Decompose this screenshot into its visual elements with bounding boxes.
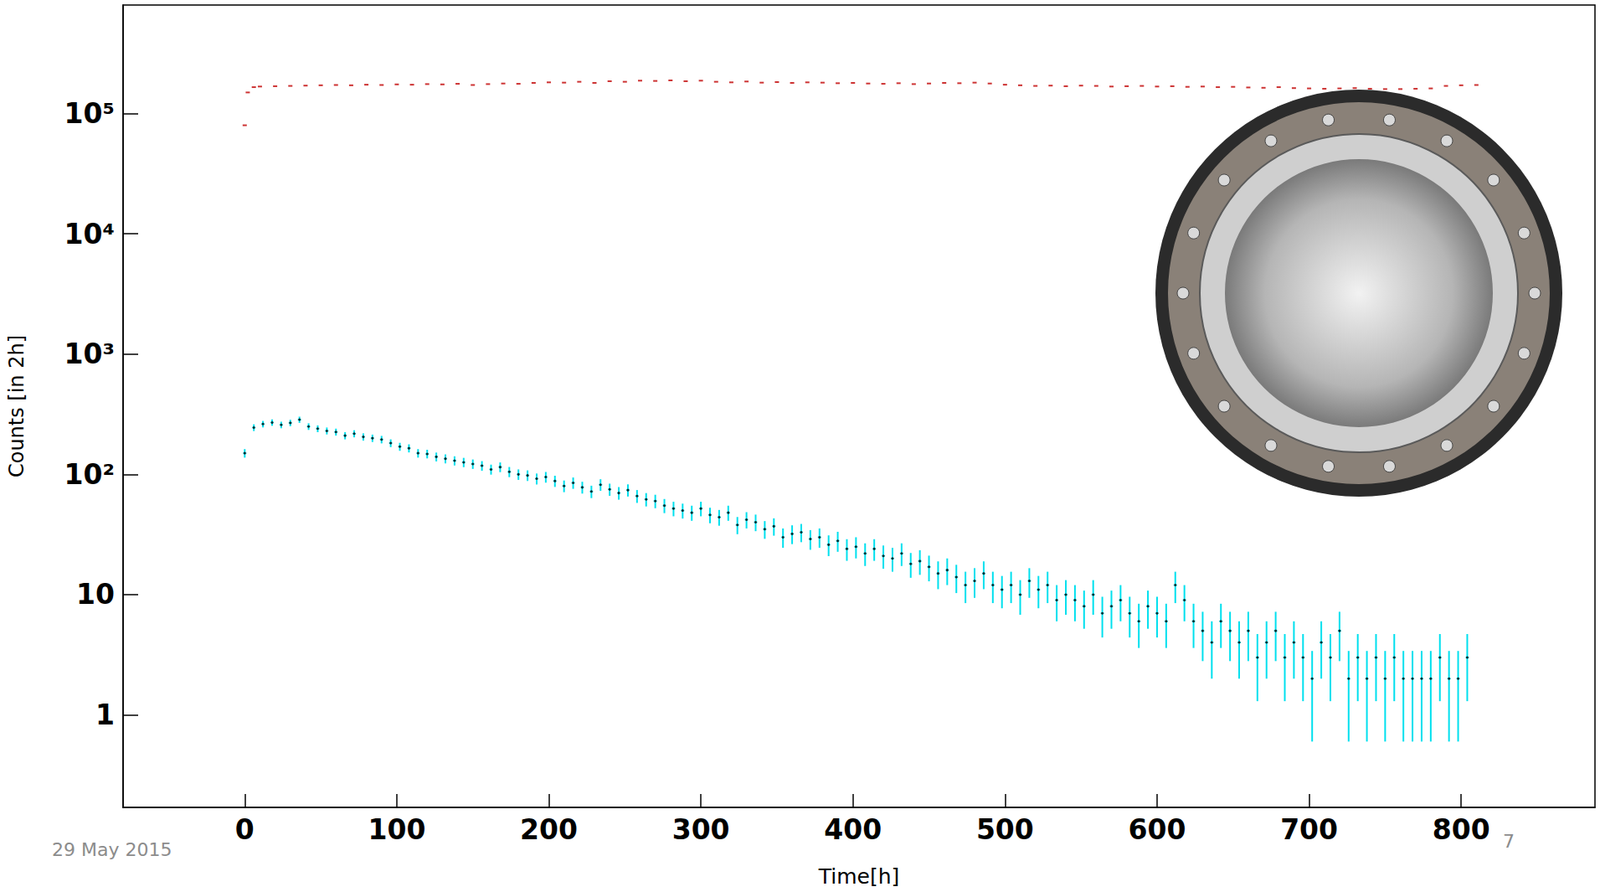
svg-text:10: 10 bbox=[76, 577, 115, 611]
svg-text:10³: 10³ bbox=[64, 337, 115, 371]
svg-text:10⁵: 10⁵ bbox=[64, 97, 115, 130]
svg-text:7: 7 bbox=[1502, 830, 1515, 852]
svg-text:1: 1 bbox=[95, 698, 115, 731]
svg-text:600: 600 bbox=[1128, 812, 1187, 846]
svg-text:400: 400 bbox=[823, 812, 882, 846]
svg-text:300: 300 bbox=[672, 812, 731, 846]
svg-text:29 May 2015: 29 May 2015 bbox=[51, 838, 172, 860]
svg-text:100: 100 bbox=[367, 812, 426, 846]
svg-text:Counts [in 2h]: Counts [in 2h] bbox=[5, 334, 29, 478]
svg-text:200: 200 bbox=[519, 812, 578, 846]
svg-text:500: 500 bbox=[976, 812, 1035, 846]
svg-text:800: 800 bbox=[1432, 812, 1491, 846]
svg-text:10²: 10² bbox=[64, 457, 115, 491]
svg-text:700: 700 bbox=[1280, 812, 1338, 846]
svg-text:10⁴: 10⁴ bbox=[64, 217, 115, 251]
svg-text:0: 0 bbox=[235, 812, 255, 846]
svg-text:Time[h]: Time[h] bbox=[818, 864, 901, 889]
